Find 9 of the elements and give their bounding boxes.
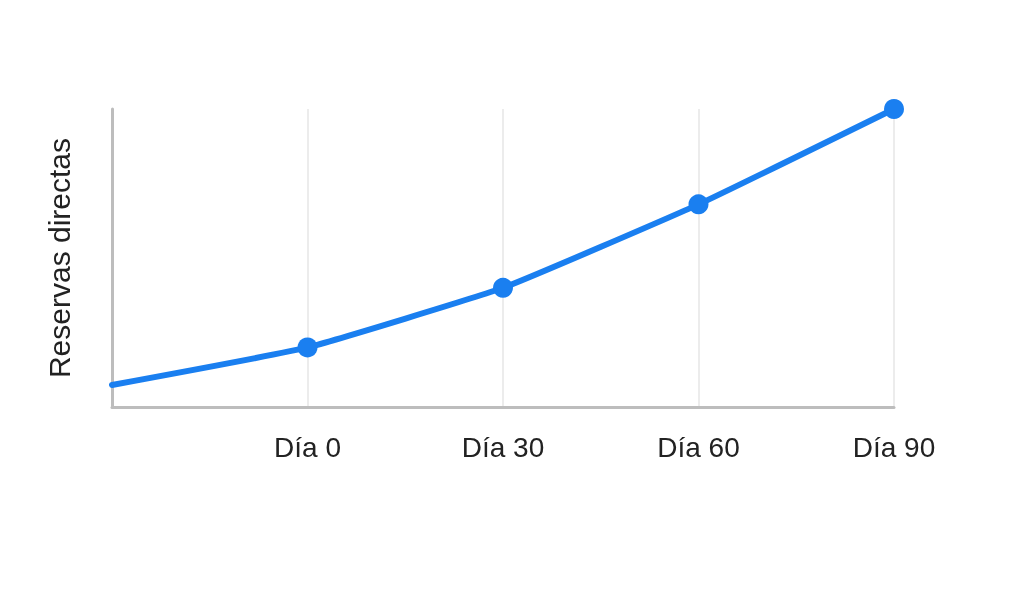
point (493, 277, 513, 298)
x-tick-label: Día 90 (852, 431, 936, 463)
x-tick-label: Día 0 (274, 431, 341, 463)
x-tick-label: Día 60 (657, 431, 740, 463)
point (688, 194, 709, 215)
x-tick-label: Día 30 (461, 431, 545, 463)
point (297, 337, 318, 358)
y-axis-title: Reservas directas (42, 137, 76, 379)
point (884, 99, 904, 119)
